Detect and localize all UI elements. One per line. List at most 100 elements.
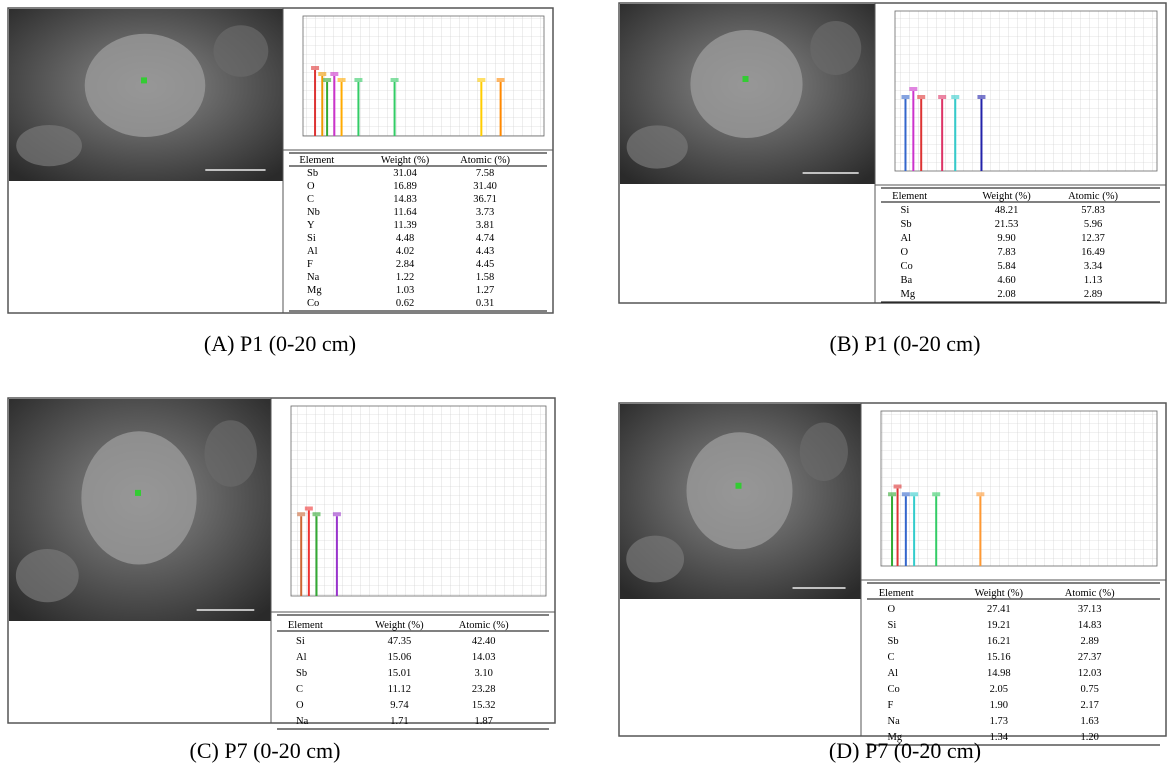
table-cell: Na <box>307 272 320 283</box>
table-cell: 31.40 <box>473 181 497 192</box>
table-cell: 16.21 <box>987 636 1011 647</box>
table-cell: 1.87 <box>475 716 493 727</box>
peak-label <box>332 512 341 517</box>
table-cell: 11.12 <box>388 684 411 695</box>
table-cell: 16.89 <box>393 181 417 192</box>
peak-label <box>477 78 486 82</box>
table-cell: 14.83 <box>393 194 417 205</box>
table-cell: 19.21 <box>987 620 1011 631</box>
panel: Element Weight (%) Atomic (%) Si 47.35 42.40 A… <box>7 397 556 730</box>
table-cell: 1.71 <box>390 716 408 727</box>
table-cell: Ba <box>901 275 913 286</box>
table-header: Atomic (%) <box>1065 588 1115 599</box>
table-header: Weight (%) <box>975 588 1024 599</box>
table-cell: Al <box>888 668 899 679</box>
table-cell: Si <box>307 233 316 244</box>
table-cell: 4.74 <box>476 233 495 244</box>
table-cell: Na <box>296 716 309 727</box>
table-header: Element <box>288 620 323 631</box>
table-cell: 1.34 <box>990 732 1009 743</box>
table-header: Weight (%) <box>375 620 424 631</box>
table-cell: 1.27 <box>476 285 494 296</box>
table-header: Atomic (%) <box>1068 191 1118 202</box>
table-header: Atomic (%) <box>460 155 510 166</box>
table-cell: 42.40 <box>472 636 496 647</box>
table-cell: Co <box>307 298 319 309</box>
peak-label <box>932 492 941 497</box>
table-cell: 16.49 <box>1081 247 1105 258</box>
caption: (D) P7 (0-20 cm) <box>829 738 981 763</box>
table-cell: Sb <box>901 219 912 230</box>
table-cell: C <box>307 194 314 205</box>
peak-label <box>951 95 960 99</box>
table-cell: 4.60 <box>997 275 1015 286</box>
table-cell: Mg <box>901 289 916 300</box>
table-header: Weight (%) <box>381 155 430 166</box>
spectrum-plot <box>302 15 545 137</box>
table-cell: 2.08 <box>997 289 1015 300</box>
particle <box>204 420 257 487</box>
table-cell: O <box>888 604 896 615</box>
peak-label <box>917 95 926 99</box>
table-header: Atomic (%) <box>459 620 509 631</box>
peak-label <box>323 78 332 82</box>
particle <box>626 535 685 583</box>
table-cell: Al <box>296 652 307 663</box>
table-cell: Co <box>901 261 913 272</box>
table-cell: 14.03 <box>472 652 496 663</box>
table-cell: Nb <box>307 207 320 218</box>
particle <box>84 33 206 137</box>
table-cell: 1.58 <box>476 272 494 283</box>
table-cell: 1.20 <box>1080 732 1098 743</box>
table-cell: 9.90 <box>997 233 1015 244</box>
table-cell: 1.22 <box>396 272 414 283</box>
peak-label <box>496 78 505 82</box>
caption: (A) P1 (0-20 cm) <box>204 331 356 356</box>
table-cell: Y <box>307 220 315 231</box>
peak-label <box>893 484 902 489</box>
table-cell: Co <box>888 684 900 695</box>
table-cell: 1.73 <box>990 716 1008 727</box>
caption: (B) P1 (0-20 cm) <box>830 331 981 356</box>
table-cell: 11.64 <box>393 207 417 218</box>
table-cell: 1.63 <box>1080 716 1098 727</box>
table-cell: 0.62 <box>396 298 414 309</box>
table-header: Element <box>299 155 334 166</box>
table-header: Weight (%) <box>982 191 1031 202</box>
table-cell: Si <box>901 205 910 216</box>
table-cell: 3.10 <box>475 668 493 679</box>
particle <box>690 30 803 138</box>
spot-marker <box>742 76 749 82</box>
table-cell: C <box>296 684 303 695</box>
table-cell: 2.89 <box>1080 636 1098 647</box>
table-cell: Sb <box>296 668 307 679</box>
table-cell: 1.03 <box>396 285 414 296</box>
table-cell: 3.73 <box>476 207 494 218</box>
peak-label <box>888 492 897 497</box>
table-cell: 7.83 <box>997 247 1015 258</box>
peak-label <box>312 512 321 517</box>
peak-label <box>909 87 918 91</box>
spot-marker <box>135 489 141 496</box>
table-cell: 36.71 <box>473 194 497 205</box>
peak-label <box>938 95 947 99</box>
table-cell: 27.37 <box>1078 652 1102 663</box>
particle <box>213 25 269 77</box>
particle <box>81 431 197 565</box>
table-cell: 31.04 <box>393 168 417 179</box>
particle <box>686 432 793 550</box>
caption: (C) P7 (0-20 cm) <box>190 738 341 763</box>
table-cell: 0.31 <box>476 298 494 309</box>
table-cell: 2.84 <box>396 259 415 270</box>
table-cell: 47.35 <box>388 636 412 647</box>
table-header: Element <box>892 191 927 202</box>
table-cell: 4.48 <box>396 233 414 244</box>
table-cell: 9.74 <box>390 700 409 711</box>
spectrum-plot <box>880 410 1158 567</box>
peak-label <box>318 72 327 76</box>
table-cell: 27.41 <box>987 604 1011 615</box>
table-cell: 15.16 <box>987 652 1011 663</box>
table-cell: 5.84 <box>997 261 1016 272</box>
table-cell: Sb <box>307 168 318 179</box>
peak-label <box>354 78 363 82</box>
